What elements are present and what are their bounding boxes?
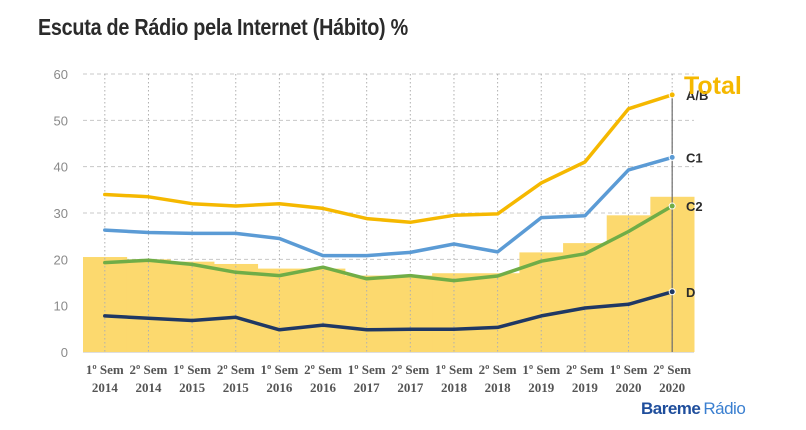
brand-name: Bareme	[641, 399, 701, 418]
x-tick-label-semester: 2º Sem	[479, 362, 517, 377]
x-tick-label-year: 2017	[397, 380, 424, 395]
vertical-grid	[104, 74, 673, 352]
x-tick-label-semester: 2º Sem	[391, 362, 429, 377]
x-tick-label-semester: 1º Sem	[522, 362, 560, 377]
series-lines	[103, 91, 676, 332]
x-tick-label-semester: 2º Sem	[130, 362, 168, 377]
series-line	[103, 93, 674, 225]
series-end-point	[668, 153, 676, 161]
x-tick-label-year: 2018	[485, 380, 512, 395]
series-label: A/B	[686, 88, 708, 103]
series-label: C2	[686, 199, 703, 214]
x-tick-label-semester: 1º Sem	[435, 362, 473, 377]
x-tick-label-year: 2020	[616, 380, 642, 395]
total-bar	[475, 273, 520, 352]
x-tick-label-semester: 2º Sem	[566, 362, 604, 377]
x-tick-label-semester: 2º Sem	[653, 362, 691, 377]
x-tick-label-semester: 1º Sem	[348, 362, 386, 377]
series-end-point	[668, 288, 676, 296]
series-label: C1	[686, 150, 703, 165]
series-line	[103, 155, 674, 258]
x-tick-label-year: 2014	[92, 380, 119, 395]
y-tick-label: 0	[61, 345, 68, 360]
series-label: D	[686, 285, 695, 300]
total-bar	[432, 273, 477, 352]
chart-title: Escuta de Rádio pela Internet (Hábito) %	[38, 14, 408, 40]
x-tick-label-semester: 1º Sem	[610, 362, 648, 377]
x-tick-label-year: 2016	[266, 380, 293, 395]
x-tick-label-semester: 1º Sem	[173, 362, 211, 377]
x-tick-label-year: 2015	[223, 380, 250, 395]
x-tick-label-year: 2017	[354, 380, 381, 395]
y-tick-label: 60	[54, 67, 68, 82]
brand-suffix: Rádio	[703, 399, 746, 418]
axis-labels: 0 10 20 30 40 50 60 1º Sem 2014 2º Sem 2014 1º Sem 2…	[54, 67, 692, 395]
x-tick-label-year: 2018	[441, 380, 468, 395]
y-tick-label: 10	[54, 299, 68, 314]
total-bar	[563, 243, 608, 352]
series-labels: A/B C1 C2 D	[686, 88, 708, 300]
total-annotation: Total	[684, 72, 742, 100]
x-tick-label-year: 2019	[572, 380, 599, 395]
y-tick-label: 50	[54, 113, 68, 128]
x-tick-label-semester: 1º Sem	[86, 362, 124, 377]
x-tick-label-year: 2015	[179, 380, 206, 395]
x-tick-label-year: 2016	[310, 380, 337, 395]
total-bar	[83, 257, 128, 352]
x-tick-label-year: 2014	[135, 380, 162, 395]
brand-logo: Bareme Rádio	[641, 399, 746, 419]
x-tick-label-year: 2019	[528, 380, 555, 395]
y-tick-label: 20	[54, 252, 68, 267]
x-tick-label-semester: 2º Sem	[217, 362, 255, 377]
series-line	[103, 290, 674, 332]
series-end-point	[668, 91, 676, 99]
x-tick-label-semester: 1º Sem	[260, 362, 298, 377]
series-line	[103, 204, 674, 283]
x-tick-label-year: 2020	[659, 380, 685, 395]
y-tick-label: 40	[54, 160, 68, 175]
y-tick-label: 30	[54, 206, 68, 221]
series-end-point	[668, 202, 676, 210]
x-tick-label-semester: 2º Sem	[304, 362, 342, 377]
